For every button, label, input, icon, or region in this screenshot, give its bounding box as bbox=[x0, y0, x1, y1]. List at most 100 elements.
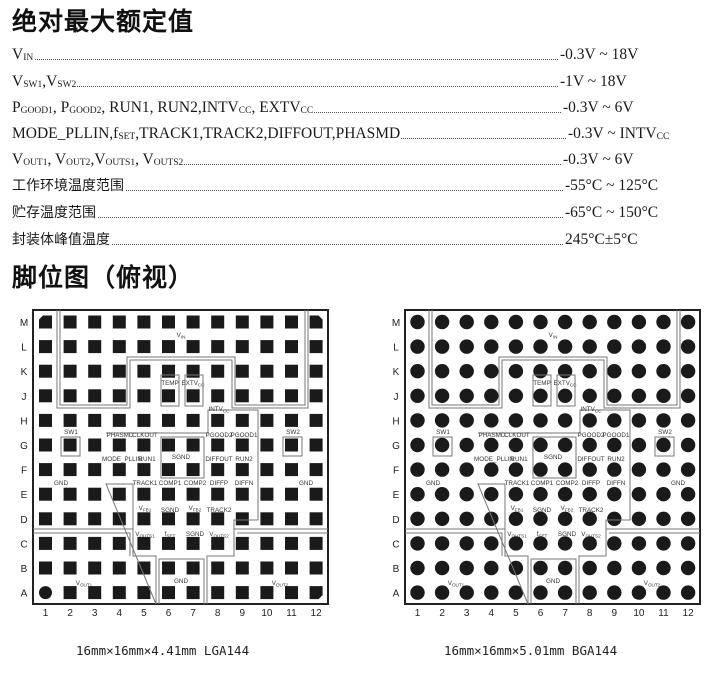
ball-pad bbox=[631, 314, 647, 330]
ball-pad bbox=[533, 388, 548, 403]
pin-label-text: DIFFN bbox=[607, 480, 626, 487]
rating-label-text: 封装体峰值温度 bbox=[12, 232, 110, 248]
pin-label-text: PGOOD2 bbox=[578, 432, 605, 439]
ball-pad bbox=[557, 585, 573, 600]
pin-label-text: GND bbox=[299, 480, 313, 487]
rating-label-text: SET bbox=[118, 132, 136, 142]
pin-label-text: COMP1 bbox=[159, 480, 182, 487]
land-pad bbox=[88, 364, 102, 378]
rating-label: VIN bbox=[12, 46, 35, 64]
pin-label-text: GND bbox=[174, 578, 188, 585]
ball-pad bbox=[631, 560, 647, 576]
land-pad bbox=[137, 586, 151, 600]
land-pad bbox=[137, 340, 151, 354]
ball-pad bbox=[631, 364, 647, 379]
pin-label-text: V bbox=[139, 505, 144, 512]
row-label: E bbox=[393, 490, 400, 501]
column-label: 3 bbox=[464, 608, 470, 619]
pin-label: EXTVCC bbox=[553, 380, 577, 388]
land-pad bbox=[137, 536, 151, 550]
land-pad bbox=[235, 512, 249, 526]
ball-pad bbox=[434, 487, 450, 502]
ball-pad bbox=[656, 413, 671, 428]
land-pad bbox=[235, 463, 249, 477]
pin-label-subscript: OUTS2 bbox=[213, 534, 229, 539]
pin-label-subscript: FB2 bbox=[193, 508, 202, 513]
sw1-box bbox=[60, 436, 81, 457]
pin-label-text: SW1 bbox=[436, 429, 450, 436]
pin-label-text: SGND bbox=[544, 454, 563, 461]
ball-pad bbox=[410, 437, 425, 453]
pin-label-text: SW1 bbox=[64, 429, 78, 436]
column-label: 4 bbox=[117, 608, 123, 619]
pin-label: SW2 bbox=[286, 429, 300, 436]
pin-label: VOUTS2 bbox=[209, 531, 229, 539]
land-pad bbox=[88, 340, 102, 354]
land-pad bbox=[211, 413, 225, 427]
row-label: M bbox=[20, 318, 28, 329]
rating-value-text: -0.3V ~ 6V bbox=[563, 99, 634, 116]
rating-value-text: CC bbox=[656, 132, 670, 142]
ball-pad bbox=[656, 437, 671, 453]
land-pad bbox=[186, 586, 200, 600]
land-pad bbox=[235, 364, 249, 378]
pin-label: GND bbox=[174, 578, 188, 585]
row-label: H bbox=[20, 416, 27, 427]
pin-label-text: SGND bbox=[533, 507, 552, 514]
land-pad bbox=[112, 413, 126, 427]
ball-pad bbox=[631, 437, 647, 453]
ball-pad bbox=[508, 585, 524, 600]
land-pad bbox=[285, 463, 298, 477]
land-pad bbox=[235, 438, 249, 452]
sgnd-box bbox=[532, 436, 577, 479]
pin-label: VIN bbox=[177, 332, 186, 340]
pin-label: INTVCC bbox=[209, 406, 231, 414]
pin-label: GND bbox=[546, 578, 560, 585]
land-pad bbox=[39, 487, 52, 501]
pin-label: TRACK1 bbox=[133, 480, 158, 487]
ball-pad bbox=[680, 585, 696, 600]
ball-pad bbox=[533, 364, 548, 379]
ball-pad bbox=[557, 339, 573, 354]
row-label: K bbox=[393, 367, 400, 378]
land-pad bbox=[39, 413, 52, 427]
rating-value: -0.3V ~ 6V bbox=[563, 151, 634, 169]
sw1-box bbox=[432, 436, 453, 457]
pin-label: DIFFP bbox=[582, 480, 600, 487]
ball-pad bbox=[459, 462, 474, 477]
ball-pad bbox=[607, 487, 622, 502]
ball-pad bbox=[533, 487, 548, 502]
ball-pad bbox=[459, 487, 474, 502]
center-region bbox=[477, 409, 631, 605]
ball-pad bbox=[680, 437, 696, 453]
land-pad bbox=[309, 389, 323, 403]
pin-label: GND bbox=[671, 480, 685, 487]
land-pad bbox=[211, 536, 225, 550]
land-pad bbox=[162, 364, 175, 378]
land-pad bbox=[285, 487, 298, 501]
pin-label: RUN1 bbox=[510, 456, 528, 463]
pin-label: VOUTS1 bbox=[507, 531, 527, 539]
ball-pad bbox=[434, 388, 450, 403]
pin-label: VOUTS1 bbox=[135, 531, 155, 539]
ball-pad bbox=[459, 511, 474, 526]
land-pad bbox=[137, 315, 151, 329]
land-pad bbox=[260, 463, 274, 477]
land-pad bbox=[285, 413, 298, 427]
rating-label: VOUT1, VOUT2,VOUTS1, VOUTS2 bbox=[12, 151, 185, 169]
land-pad bbox=[235, 389, 249, 403]
land-pad bbox=[112, 487, 126, 501]
ball-pad bbox=[631, 413, 647, 428]
land-pad bbox=[260, 438, 274, 452]
pin-label: TRACK2 bbox=[579, 507, 604, 514]
pin-label-text: V bbox=[581, 531, 586, 538]
pin-label: DIFFN bbox=[235, 480, 254, 487]
pin-label-text: EXTV bbox=[553, 380, 570, 387]
land-pad bbox=[63, 561, 77, 575]
rating-label-text: 工作环境温度范围 bbox=[12, 178, 124, 194]
rating-row: VSW1,VSW2 -1V ~ 18V bbox=[12, 69, 702, 91]
land-pad bbox=[39, 389, 52, 403]
ball-pad bbox=[582, 339, 597, 354]
dotted-leader bbox=[12, 59, 558, 60]
